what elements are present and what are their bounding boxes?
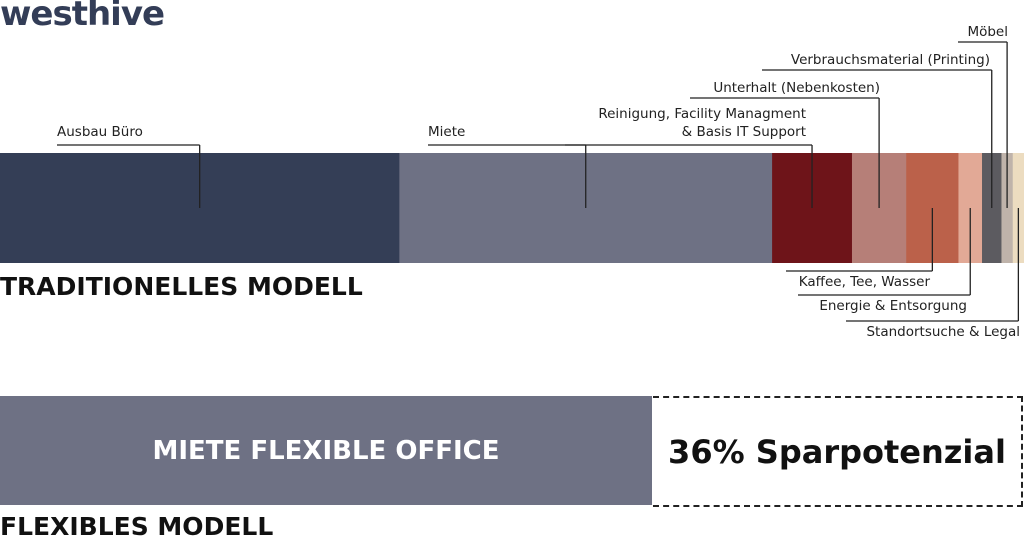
segment-label-7: Verbrauchsmaterial (Printing) [791,52,990,68]
leader-line-4 [690,97,880,208]
segment-label-1: Ausbau Büro [57,124,143,140]
segment-label-5: Kaffee, Tee, Wasser [799,274,931,290]
flexible-office-rent-label: MIETE FLEXIBLE OFFICE [152,435,500,466]
leader-line-3 [565,144,813,208]
westhive-logo: westhive [0,0,165,34]
flexible-office-rent-bar: MIETE FLEXIBLE OFFICE [0,396,652,505]
flexible-model-title: FLEXIBLES MODELL [0,512,274,541]
leader-line-8 [958,41,1008,208]
segment-label-4: Unterhalt (Nebenkosten) [713,80,880,96]
segment-label-9: Standortsuche & Legal [866,324,1020,340]
leader-line-9 [846,208,1020,322]
segment-label-3-line-2: & Basis IT Support [682,124,806,140]
savings-potential-box: 36% Sparpotenzial [653,396,1023,507]
traditional-model-title: TRADITIONELLES MODELL [0,272,363,301]
leader-line-5 [786,208,934,272]
traditional-model-chart: Ausbau Büro Miete Reinigung, Facility Mana… [0,24,1024,340]
segment-label-3-line-1: Reinigung, Facility Managment [598,106,806,122]
leader-line-1 [57,144,201,208]
segment-label-2: Miete [428,124,465,140]
leader-line-6 [798,208,971,296]
segment-label-8: Möbel [967,24,1008,40]
savings-potential-label: 36% Sparpotenzial [668,432,1006,471]
leader-line-2 [428,144,587,208]
leader-line-7 [762,69,993,208]
segment-label-6: Energie & Entsorgung [819,298,967,314]
